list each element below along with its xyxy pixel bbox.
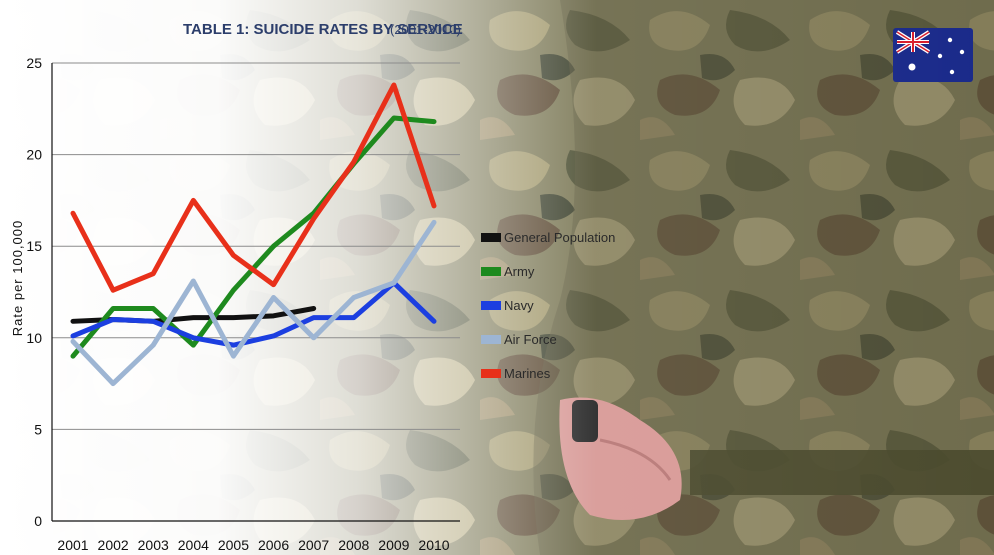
- x-tick-label: 2010: [418, 537, 449, 553]
- legend-swatch-general-population: [481, 233, 501, 242]
- x-tick-label: 2001: [57, 537, 88, 553]
- series-line-navy: [70, 280, 437, 348]
- series-line-air-force: [70, 219, 437, 387]
- legend-swatch-air-force: [481, 335, 501, 344]
- legend-label-marines: Marines: [504, 366, 551, 381]
- legend-label-army: Army: [504, 264, 535, 279]
- x-tick-label: 2007: [298, 537, 329, 553]
- y-tick-label: 25: [26, 55, 42, 71]
- y-axis-label: Rate per 100,000: [10, 220, 25, 336]
- series-line-marines: [70, 82, 437, 293]
- legend-swatch-marines: [481, 369, 501, 378]
- x-tick-label: 2003: [138, 537, 169, 553]
- y-tick-label: 20: [26, 147, 42, 163]
- x-tick-label: 2004: [178, 537, 209, 553]
- x-tick-label: 2002: [98, 537, 129, 553]
- y-tick-label: 5: [34, 421, 42, 437]
- legend-swatch-navy: [481, 301, 501, 310]
- legend-label-general-population: General Population: [504, 230, 615, 245]
- y-tick-label: 0: [34, 513, 42, 529]
- x-tick-label: 2006: [258, 537, 289, 553]
- legend-label-navy: Navy: [504, 298, 534, 313]
- legend-swatch-army: [481, 267, 501, 276]
- chart-subtitle: (2001-2010): [390, 22, 461, 37]
- x-tick-label: 2005: [218, 537, 249, 553]
- x-tick-label: 2008: [338, 537, 369, 553]
- chart-title: TABLE 1: SUICIDE RATES BY SERVICE: [183, 21, 463, 38]
- y-tick-label: 15: [26, 238, 42, 254]
- legend-label-air-force: Air Force: [504, 332, 557, 347]
- x-tick-label: 2009: [378, 537, 409, 553]
- y-tick-label: 10: [26, 330, 42, 346]
